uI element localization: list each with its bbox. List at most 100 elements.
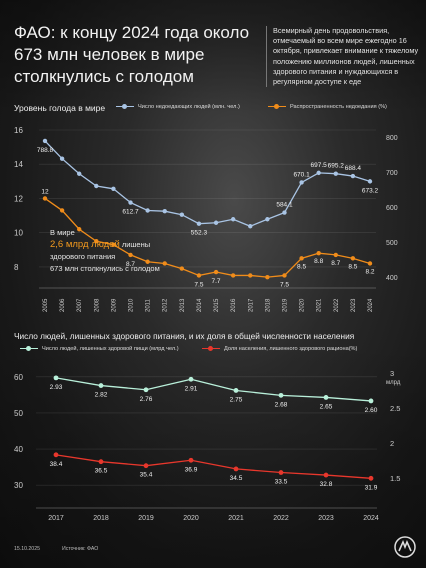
point-undernourished <box>145 208 150 213</box>
x-tick: 2020 <box>300 298 306 312</box>
series-line-undernourished <box>44 140 371 227</box>
point-undernourished <box>248 224 253 229</box>
x-tick: 2023 <box>318 515 334 522</box>
note-line3: здорового питания <box>50 252 116 261</box>
y-left-tick: 60 <box>14 373 23 382</box>
series-line-people <box>55 377 372 402</box>
x-tick: 2007 <box>77 298 83 312</box>
point-prevalence <box>316 251 321 256</box>
legend-label: Распространенность недоедания (%) <box>290 104 387 110</box>
point-share <box>53 452 59 458</box>
data-label: 8.8 <box>314 258 323 265</box>
chart1-plot: 16 14 12 10 8 800 700 600 500 400 2005 2006 2007 2008… <box>14 126 398 312</box>
point-undernourished <box>299 180 304 185</box>
point-people <box>98 383 104 388</box>
chart2-legend-red: Доля населения, лишенного здорового раци… <box>202 345 357 352</box>
point-undernourished <box>367 179 373 184</box>
data-label: 31.9 <box>365 484 378 491</box>
chart2-legend-mint: Число людей, лишенных здоровой пищи (млр… <box>20 345 179 352</box>
data-label: 32.8 <box>320 481 333 488</box>
point-people <box>323 395 329 400</box>
point-share <box>323 472 329 478</box>
data-label: 2.68 <box>275 401 288 408</box>
data-label: 2.91 <box>185 385 198 392</box>
data-label: 8.2 <box>365 268 374 275</box>
data-label: 688.4 <box>345 165 362 172</box>
y-right-tick: 1.5 <box>390 474 400 483</box>
point-undernourished <box>196 221 202 226</box>
point-share <box>98 459 104 465</box>
point-undernourished <box>94 183 99 189</box>
x-tick: 2015 <box>214 298 220 312</box>
point-people <box>368 398 374 404</box>
x-tick: 2005 <box>43 298 49 312</box>
data-label: 2.76 <box>140 396 153 403</box>
point-undernourished <box>333 171 338 176</box>
point-people <box>233 388 239 393</box>
data-label: 2.65 <box>320 403 333 410</box>
point-prevalence <box>145 259 150 264</box>
footer-date: 15.10.2025 <box>14 546 40 552</box>
note-line4: 673 млн столкнулись с голодом <box>50 264 160 273</box>
point-prevalence <box>299 256 304 261</box>
data-label: 670.1 <box>293 171 310 178</box>
data-label: 33.5 <box>275 479 288 486</box>
point-share <box>188 457 194 463</box>
data-label: 36.9 <box>185 466 198 473</box>
x-tick: 2023 <box>351 298 357 312</box>
point-undernourished <box>282 210 287 215</box>
legend-swatch-orange <box>268 103 286 109</box>
x-tick: 2022 <box>273 515 289 522</box>
y-left-tick: 16 <box>14 126 23 135</box>
point-undernourished <box>179 212 185 217</box>
note-line2-rest: лишены <box>119 240 151 249</box>
data-label: 612.7 <box>122 209 139 216</box>
x-tick: 2024 <box>368 298 374 312</box>
y-left-tick: 8 <box>14 263 19 272</box>
data-label: 2.93 <box>50 384 63 391</box>
page-title: ФАО: к концу 2024 года около 673 млн чел… <box>14 23 250 86</box>
point-prevalence <box>213 269 219 275</box>
y-right-tick: 800 <box>386 135 398 142</box>
data-label: 36.5 <box>95 468 108 475</box>
data-label: 7.7 <box>212 278 221 285</box>
chart1-legend-blue: Число недоедающих людей (млн. чел.) <box>116 103 240 110</box>
y-left-tick: 50 <box>14 409 23 418</box>
data-label: 673.2 <box>362 187 379 194</box>
data-label: 695.2 <box>328 163 345 170</box>
point-undernourished <box>162 209 167 214</box>
agency-logo <box>394 536 416 558</box>
y-right-tick: 500 <box>386 240 398 247</box>
note-line2: 2,6 млрд людей лишены <box>50 239 160 251</box>
point-prevalence <box>42 196 48 201</box>
x-tick: 2019 <box>282 298 288 312</box>
point-undernourished <box>265 217 270 222</box>
data-label: 8.5 <box>348 263 357 270</box>
point-share <box>143 463 149 469</box>
y-right-tick: 3 <box>390 369 394 378</box>
data-label: 584.1 <box>276 202 293 209</box>
x-tick: 2016 <box>231 298 237 312</box>
x-tick: 2014 <box>197 298 203 312</box>
point-prevalence <box>128 252 133 258</box>
point-prevalence <box>350 256 356 261</box>
data-label: 788.8 <box>37 147 54 154</box>
point-undernourished <box>316 170 321 176</box>
x-tick: 2022 <box>334 298 340 312</box>
y-right-tick: 2.5 <box>390 404 400 413</box>
data-label: 7.5 <box>280 281 289 288</box>
point-prevalence <box>162 261 167 266</box>
x-tick: 2008 <box>94 298 100 312</box>
intro-text: Всемирный день продовольствия, отмечаемы… <box>266 26 425 88</box>
point-undernourished <box>128 200 133 205</box>
x-tick: 2012 <box>163 298 169 312</box>
point-people <box>188 376 194 382</box>
x-tick: 2010 <box>129 298 135 312</box>
x-tick: 2017 <box>248 298 254 312</box>
point-prevalence <box>179 266 185 271</box>
y-left-tick: 12 <box>14 194 23 203</box>
chart1-annotation: В мире 2,6 млрд людей лишены здорового п… <box>50 227 160 275</box>
footer-source: Источник: ФАО <box>62 546 99 552</box>
